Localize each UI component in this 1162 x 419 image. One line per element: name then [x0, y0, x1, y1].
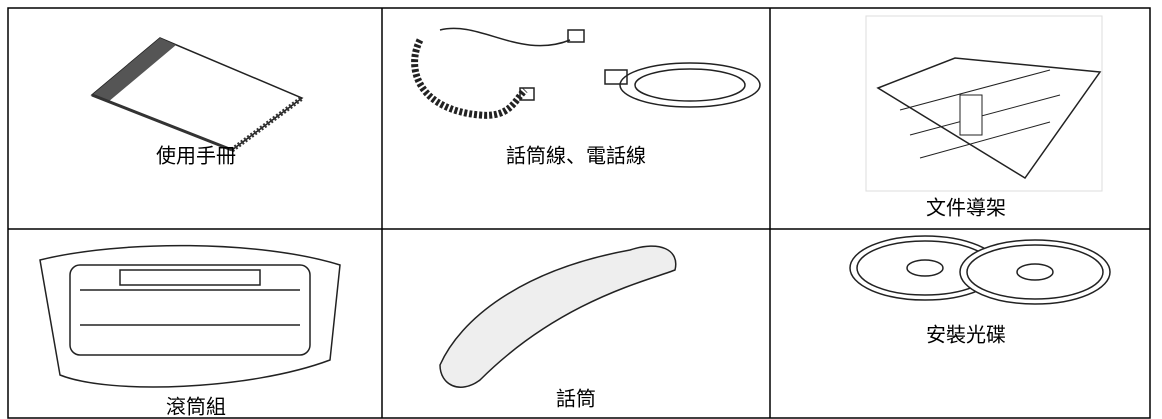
item-caption: 安裝光碟 — [926, 323, 1006, 347]
cd-illustration — [849, 235, 1111, 305]
item-caption: 話筒線、電話線 — [506, 144, 646, 168]
handset-illustration — [439, 245, 677, 388]
item-caption: 使用手冊 — [156, 144, 236, 168]
item-caption: 滾筒組 — [166, 395, 226, 419]
item-caption: 文件導架 — [926, 196, 1006, 220]
table-grid — [7, 7, 1151, 419]
document-support-illustration — [865, 15, 1103, 192]
manual-illustration — [90, 37, 304, 153]
drum-unit-illustration — [39, 244, 341, 388]
cords-illustration — [411, 27, 761, 119]
item-caption: 話筒 — [556, 387, 596, 411]
